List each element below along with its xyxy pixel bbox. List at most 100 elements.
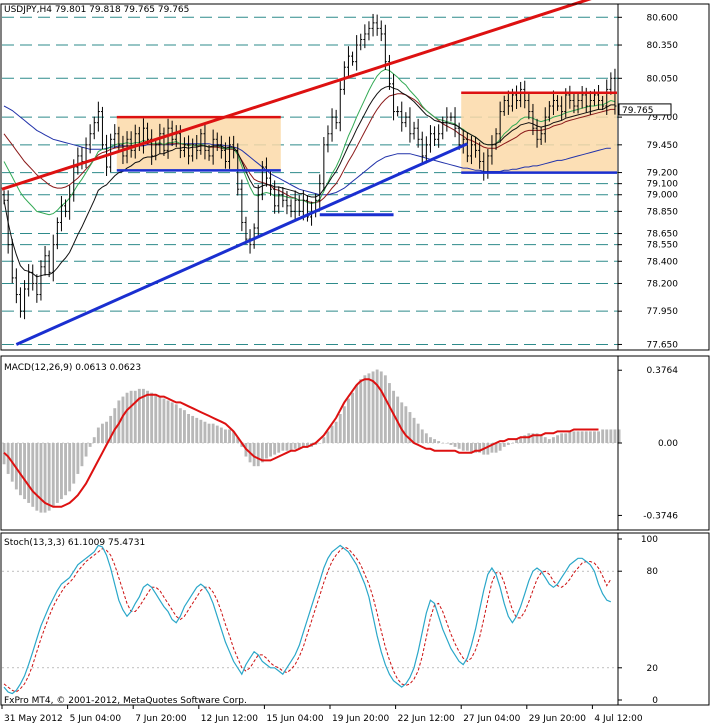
macd-bar (146, 390, 149, 443)
macd-bar (457, 443, 461, 449)
macd-bar (23, 443, 26, 500)
macd-bar (137, 388, 141, 443)
macd-bar (338, 414, 342, 443)
macd-histogram (2, 369, 621, 513)
ma-blue-line (3, 105, 611, 196)
macd-bar (96, 427, 100, 443)
macd-bar (347, 398, 350, 443)
macd-bar (552, 437, 555, 443)
macd-bar (388, 383, 391, 443)
macd-bar (195, 417, 199, 443)
macd-bar (260, 443, 264, 463)
macd-bar (416, 423, 420, 443)
price-panel[interactable]: 80.600 80.350 80.050 79.700 79.450 79.20079.1… (1, 0, 679, 350)
macd-bar (564, 433, 568, 443)
macd-bar (355, 385, 359, 443)
panel-frame (0, 355, 710, 531)
support-trendline (15, 142, 468, 346)
macd-bar (474, 443, 477, 453)
macd-bar (392, 390, 395, 443)
macd-bar (240, 443, 244, 447)
macd-bar (269, 443, 272, 457)
macd-bar (64, 443, 67, 496)
macd-bar (556, 435, 559, 443)
price-label: 78.550 (647, 241, 679, 251)
macd-bar (47, 443, 51, 511)
macd-bar (601, 429, 605, 443)
macd-bar (183, 410, 186, 443)
macd-bar (158, 396, 162, 443)
range-box-right (461, 92, 617, 173)
macd-bar (228, 429, 231, 443)
stoch-axis-label: 80 (647, 567, 659, 577)
time-label: 4 Jul 12:00 (594, 714, 643, 724)
macd-bar (199, 419, 203, 443)
macd-bar (277, 443, 281, 453)
macd-bar (236, 437, 240, 443)
price-label: 78.200 (647, 279, 679, 289)
macd-bar (588, 431, 592, 443)
macd-bar (273, 443, 277, 455)
macd-bar (51, 443, 55, 507)
macd-bar (445, 443, 449, 444)
macd-bar (215, 425, 219, 443)
macd-bar (113, 408, 117, 443)
macd-bar (6, 443, 10, 474)
macd-bar (424, 433, 428, 443)
macd-bar (547, 439, 551, 443)
macd-bar (465, 443, 469, 451)
macd-bar (105, 421, 108, 443)
macd-bar (519, 437, 523, 443)
macd-bar (80, 443, 84, 467)
macd-bar (68, 443, 72, 492)
macd-bar (580, 431, 584, 443)
macd-bar (121, 396, 125, 443)
macd-panel[interactable]: 0.3764 0.00 -0.3746 MACD(12,26,9) 0.0613 0… (2, 363, 678, 521)
time-label: 22 Jun 12:00 (398, 714, 455, 724)
macd-bar (207, 423, 211, 443)
macd-bar (490, 443, 494, 453)
macd-bar (76, 443, 80, 474)
time-label: 29 Jun 20:00 (529, 714, 586, 724)
stoch-lines (3, 544, 612, 695)
macd-bar (404, 406, 408, 443)
stoch-header: Stoch(13,3,3) 61.1009 75.4731 (4, 538, 145, 548)
macd-bar (72, 443, 76, 484)
macd-bar (486, 443, 490, 455)
macd-bar (408, 412, 412, 443)
macd-bar (584, 431, 588, 443)
macd-bar (27, 443, 31, 503)
panel-frame (0, 532, 710, 706)
ma-green-line (3, 68, 616, 216)
macd-signal-path (3, 378, 599, 508)
price-label: 78.400 (647, 257, 679, 267)
macd-bar (576, 431, 580, 443)
macd-bar (383, 375, 387, 443)
time-label: 15 Jun 04:00 (266, 714, 323, 724)
macd-bar (359, 379, 363, 443)
price-label: 80.350 (647, 41, 679, 51)
macd-bar (461, 443, 465, 451)
stoch-axis-label: 100 (641, 535, 658, 545)
macd-bar (101, 423, 104, 443)
time-label: 31 May 2012 (4, 714, 63, 724)
macd-bar (322, 437, 326, 443)
macd-bar (60, 443, 63, 500)
macd-axis-label: 0.00 (658, 439, 678, 449)
macd-bar (306, 443, 309, 447)
macd-bar (449, 443, 453, 445)
stoch-panel[interactable]: 100 80 20 0 Stoch(13,3,3) 61.1009 75.4731 (2, 535, 658, 706)
macd-bar (301, 443, 305, 447)
macd-bar (502, 443, 506, 447)
trend-lines (1, 0, 617, 346)
macd-bar (162, 398, 166, 443)
copyright-text: FxPro MT4, © 2001-2012, MetaQuotes Softw… (4, 696, 247, 706)
macd-bar (297, 443, 301, 449)
stoch-axis: 100 80 20 0 (618, 535, 658, 706)
macd-bar (43, 443, 47, 513)
macd-bar (597, 431, 600, 443)
macd-bar (437, 441, 441, 443)
macd-bar (289, 443, 293, 451)
last-price-marker (618, 103, 672, 116)
